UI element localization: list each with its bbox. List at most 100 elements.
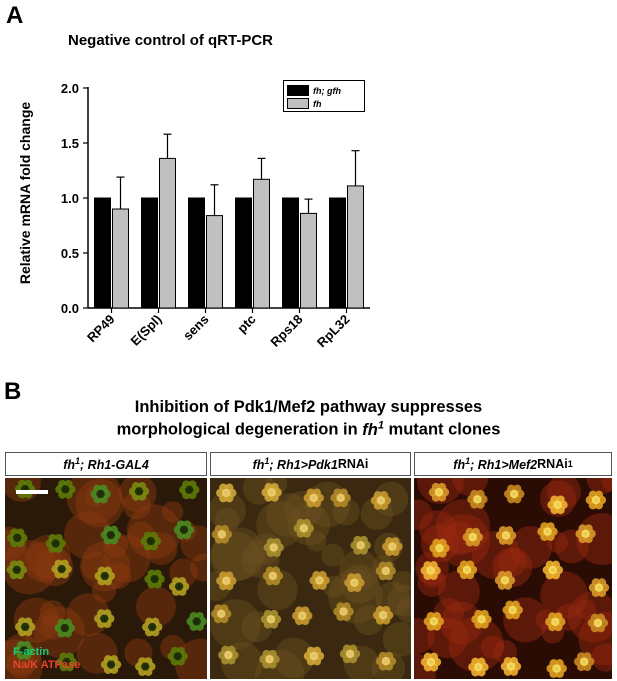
genotype-label-2: fh1; Rh1>Pdk1 RNAi bbox=[210, 452, 411, 476]
legend-swatch-gray bbox=[287, 98, 309, 109]
ommatidium bbox=[382, 537, 403, 557]
micrograph-image bbox=[414, 478, 612, 679]
ommatidium bbox=[167, 646, 188, 666]
ommatidium bbox=[211, 524, 233, 544]
chart-axes bbox=[87, 87, 370, 309]
ommatidium bbox=[7, 528, 28, 548]
ommatidium bbox=[90, 484, 111, 504]
ommatidium bbox=[218, 645, 239, 665]
micrograph-image bbox=[5, 478, 207, 679]
ommatidium bbox=[293, 518, 315, 538]
ommatidium bbox=[210, 604, 232, 624]
bar-fh-1 bbox=[159, 157, 176, 309]
ommatidium bbox=[94, 566, 115, 586]
bar-fh-gfh-4 bbox=[282, 197, 299, 309]
ommatidium bbox=[259, 649, 280, 669]
genotype-gene: fh bbox=[453, 458, 466, 473]
bar-fh-0 bbox=[112, 208, 129, 309]
ommatidium bbox=[179, 480, 200, 500]
bar-fh-gfh-3 bbox=[235, 197, 252, 309]
ommatidium bbox=[547, 495, 568, 515]
ommatidium bbox=[330, 488, 351, 508]
ommatidium bbox=[128, 481, 150, 501]
ommatidium bbox=[372, 605, 394, 625]
chart-title: Negative control of qRT-PCR bbox=[68, 32, 274, 49]
ommatidium bbox=[350, 535, 371, 555]
genotype-driver: ; Rh1-GAL4 bbox=[80, 458, 149, 473]
legend-swatch-black bbox=[287, 85, 309, 96]
ommatidium bbox=[504, 484, 525, 504]
ommatidium bbox=[100, 525, 122, 545]
ommatidium bbox=[537, 522, 558, 541]
legend-label-fh-gfh: fh; gfh bbox=[313, 85, 341, 96]
ommatidium bbox=[542, 560, 564, 580]
ommatidium bbox=[140, 531, 161, 551]
ommatidium bbox=[468, 657, 489, 677]
ommatidium bbox=[573, 652, 595, 672]
ommatidium bbox=[263, 538, 284, 557]
bar-fh-gfh-1 bbox=[141, 197, 158, 309]
ommatidium bbox=[375, 561, 396, 581]
ommatidium bbox=[45, 534, 66, 553]
legend-label-fh: fh bbox=[313, 98, 322, 109]
bar-fh-gfh-2 bbox=[188, 197, 205, 309]
panel-b-letter: B bbox=[4, 378, 22, 405]
stain-legend: F-actin Na/K ATPase bbox=[13, 646, 80, 672]
ommatidium bbox=[429, 538, 450, 558]
y-tick-label: 0.5 bbox=[61, 246, 79, 261]
ommatidium bbox=[216, 571, 237, 591]
ommatidium bbox=[303, 488, 324, 508]
y-tick-label: 1.5 bbox=[61, 136, 79, 151]
genotype-label-1: fh1; Rh1-GAL4 bbox=[5, 452, 207, 476]
ommatidium bbox=[142, 617, 163, 637]
ommatidium bbox=[339, 644, 361, 664]
panel-a-letter: A bbox=[6, 2, 24, 29]
genotype-sup: 1 bbox=[465, 455, 471, 466]
ommatidium bbox=[370, 491, 392, 510]
ommatidium bbox=[6, 560, 27, 580]
x-tick-label: RP49 bbox=[84, 312, 118, 346]
bar-chart: 0.0 0.5 1.0 1.5 2.0 RP49 E(Spl) sens ptc Rps18 RpL… bbox=[17, 81, 370, 351]
ommatidium bbox=[428, 482, 450, 502]
stain-label-f-actin: F-actin bbox=[13, 646, 50, 658]
ommatidium bbox=[588, 578, 610, 598]
ommatidium bbox=[13, 640, 35, 660]
x-tick-label: RpL32 bbox=[314, 312, 353, 351]
ommatidium bbox=[51, 559, 72, 579]
x-tick-label: sens bbox=[180, 312, 212, 344]
ommatidium bbox=[54, 618, 75, 638]
ommatidium bbox=[168, 577, 190, 596]
micrograph-control bbox=[5, 478, 207, 679]
x-tick-label: ptc bbox=[234, 312, 258, 336]
ommatidium bbox=[216, 483, 237, 503]
ommatidium bbox=[260, 609, 282, 629]
genotype-label-3: fh1; Rh1>Mef2 RNAi 1 bbox=[414, 452, 612, 476]
ommatidium bbox=[303, 646, 325, 666]
ommatidium bbox=[587, 613, 609, 633]
genotype-tail-sup: 1 bbox=[567, 459, 573, 469]
ommatidium bbox=[502, 600, 523, 620]
ommatidium bbox=[546, 659, 567, 678]
panel-b-title-line1: Inhibition of Pdk1/Mef2 pathway suppress… bbox=[134, 398, 483, 416]
ommatidium bbox=[462, 527, 483, 547]
ommatidium bbox=[575, 524, 596, 544]
ommatidium bbox=[375, 651, 397, 671]
ommatidium bbox=[545, 612, 566, 632]
ommatidium bbox=[173, 520, 195, 540]
bar-fh-4 bbox=[300, 212, 317, 309]
ommatidium bbox=[585, 490, 607, 510]
ommatidium bbox=[56, 652, 77, 672]
genotype-driver: ; Rh1>Mef2 bbox=[470, 458, 538, 473]
bar-fh-3 bbox=[253, 178, 270, 309]
ommatidium bbox=[55, 479, 76, 499]
title-line2-suffix: mutant clones bbox=[383, 420, 501, 439]
ommatidium bbox=[261, 482, 282, 502]
ommatidium bbox=[420, 561, 441, 580]
title-gene: fh bbox=[362, 420, 378, 439]
genotype-gene: fh bbox=[63, 458, 76, 473]
ommatidium bbox=[135, 657, 156, 676]
bar-fh-2 bbox=[206, 215, 223, 309]
ommatidium bbox=[423, 611, 445, 631]
ommatidium bbox=[420, 652, 442, 672]
ommatidium bbox=[471, 609, 492, 629]
